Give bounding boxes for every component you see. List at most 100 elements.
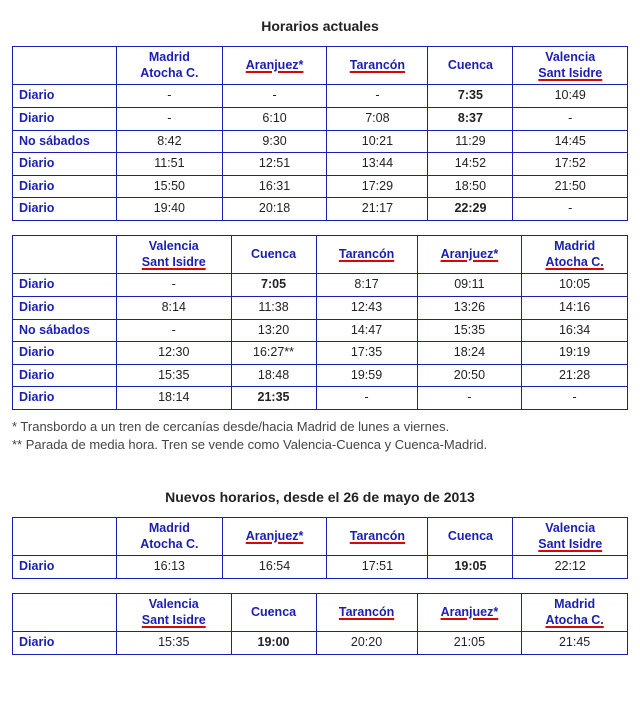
time-cell: - (117, 107, 223, 130)
time-cell: 19:00 (231, 632, 316, 655)
time-cell: 16:31 (222, 175, 327, 198)
row-label: Diario (13, 556, 117, 579)
time-cell: - (117, 274, 232, 297)
footnotes: * Transbordo a un tren de cercanías desd… (12, 418, 628, 453)
time-cell: - (316, 387, 417, 410)
time-cell: 11:38 (231, 296, 316, 319)
row-label: Diario (13, 632, 117, 655)
time-cell: 16:54 (222, 556, 327, 579)
table-row: Diario-7:058:1709:1110:05 (13, 274, 628, 297)
time-cell: - (222, 85, 327, 108)
column-header: Cuenca (231, 236, 316, 274)
table-row: No sábados-13:2014:4715:3516:34 (13, 319, 628, 342)
column-header: ValenciaSant Isidre (117, 593, 232, 631)
time-cell: 12:43 (316, 296, 417, 319)
time-cell: 20:20 (316, 632, 417, 655)
time-cell: 8:17 (316, 274, 417, 297)
row-label: Diario (13, 175, 117, 198)
time-cell: 12:30 (117, 342, 232, 365)
time-cell: 15:50 (117, 175, 223, 198)
time-cell: 13:20 (231, 319, 316, 342)
time-cell: - (327, 85, 428, 108)
time-cell: 10:49 (513, 85, 628, 108)
time-cell: 15:35 (417, 319, 522, 342)
time-cell: 21:35 (231, 387, 316, 410)
table-row: Diario15:3519:0020:2021:0521:45 (13, 632, 628, 655)
time-cell: 20:18 (222, 198, 327, 221)
row-label: No sábados (13, 130, 117, 153)
table-row: Diario16:1316:5417:5119:0522:12 (13, 556, 628, 579)
time-cell: - (513, 107, 628, 130)
section-title-current: Horarios actuales (12, 18, 628, 34)
table-row: Diario18:1421:35--- (13, 387, 628, 410)
row-label: No sábados (13, 319, 117, 342)
column-header: Tarancón (327, 518, 428, 556)
time-cell: 15:35 (117, 632, 232, 655)
column-header: MadridAtocha C. (117, 47, 223, 85)
time-cell: 09:11 (417, 274, 522, 297)
time-cell: 21:28 (522, 364, 628, 387)
column-header: Tarancón (316, 236, 417, 274)
column-header: Aranjuez* (222, 518, 327, 556)
column-header-empty (13, 518, 117, 556)
time-cell: 21:05 (417, 632, 522, 655)
table-row: Diario11:5112:5113:4414:5217:52 (13, 153, 628, 176)
row-label: Diario (13, 107, 117, 130)
time-cell: 6:10 (222, 107, 327, 130)
time-cell: 12:51 (222, 153, 327, 176)
time-cell: 7:05 (231, 274, 316, 297)
time-cell: 17:29 (327, 175, 428, 198)
time-cell: 7:08 (327, 107, 428, 130)
time-cell: 14:45 (513, 130, 628, 153)
table-row: Diario12:3016:27**17:3518:2419:19 (13, 342, 628, 365)
time-cell: 19:40 (117, 198, 223, 221)
column-header: MadridAtocha C. (522, 236, 628, 274)
column-header: Tarancón (327, 47, 428, 85)
time-cell: 19:05 (428, 556, 513, 579)
row-label: Diario (13, 296, 117, 319)
column-header-empty (13, 47, 117, 85)
column-header: Tarancón (316, 593, 417, 631)
column-header: MadridAtocha C. (522, 593, 628, 631)
table-row: Diario19:4020:1821:1722:29- (13, 198, 628, 221)
column-header: Cuenca (231, 593, 316, 631)
time-cell: 7:35 (428, 85, 513, 108)
time-cell: 8:37 (428, 107, 513, 130)
time-cell: - (117, 319, 232, 342)
time-cell: 11:29 (428, 130, 513, 153)
time-cell: 20:50 (417, 364, 522, 387)
column-header: Cuenca (428, 47, 513, 85)
time-cell: 22:29 (428, 198, 513, 221)
time-cell: 21:45 (522, 632, 628, 655)
column-header: MadridAtocha C. (117, 518, 223, 556)
table-outbound-new: MadridAtocha C.Aranjuez*TarancónCuencaVa… (12, 517, 628, 579)
column-header: ValenciaSant Isidre (513, 518, 628, 556)
time-cell: 9:30 (222, 130, 327, 153)
time-cell: 18:50 (428, 175, 513, 198)
table-row: Diario---7:3510:49 (13, 85, 628, 108)
time-cell: 18:14 (117, 387, 232, 410)
column-header-empty (13, 236, 117, 274)
time-cell: 16:34 (522, 319, 628, 342)
time-cell: 14:52 (428, 153, 513, 176)
time-cell: 14:16 (522, 296, 628, 319)
time-cell: 21:50 (513, 175, 628, 198)
time-cell: - (513, 198, 628, 221)
time-cell: 19:59 (316, 364, 417, 387)
table-row: No sábados8:429:3010:2111:2914:45 (13, 130, 628, 153)
row-label: Diario (13, 364, 117, 387)
table-row: Diario8:1411:3812:4313:2614:16 (13, 296, 628, 319)
time-cell: 17:52 (513, 153, 628, 176)
table-row: Diario15:3518:4819:5920:5021:28 (13, 364, 628, 387)
section-title-new: Nuevos horarios, desde el 26 de mayo de … (12, 489, 628, 505)
row-label: Diario (13, 387, 117, 410)
column-header: ValenciaSant Isidre (117, 236, 232, 274)
time-cell: - (117, 85, 223, 108)
row-label: Diario (13, 153, 117, 176)
row-label: Diario (13, 198, 117, 221)
time-cell: 21:17 (327, 198, 428, 221)
column-header: Aranjuez* (417, 593, 522, 631)
column-header-empty (13, 593, 117, 631)
row-label: Diario (13, 274, 117, 297)
time-cell: 8:14 (117, 296, 232, 319)
